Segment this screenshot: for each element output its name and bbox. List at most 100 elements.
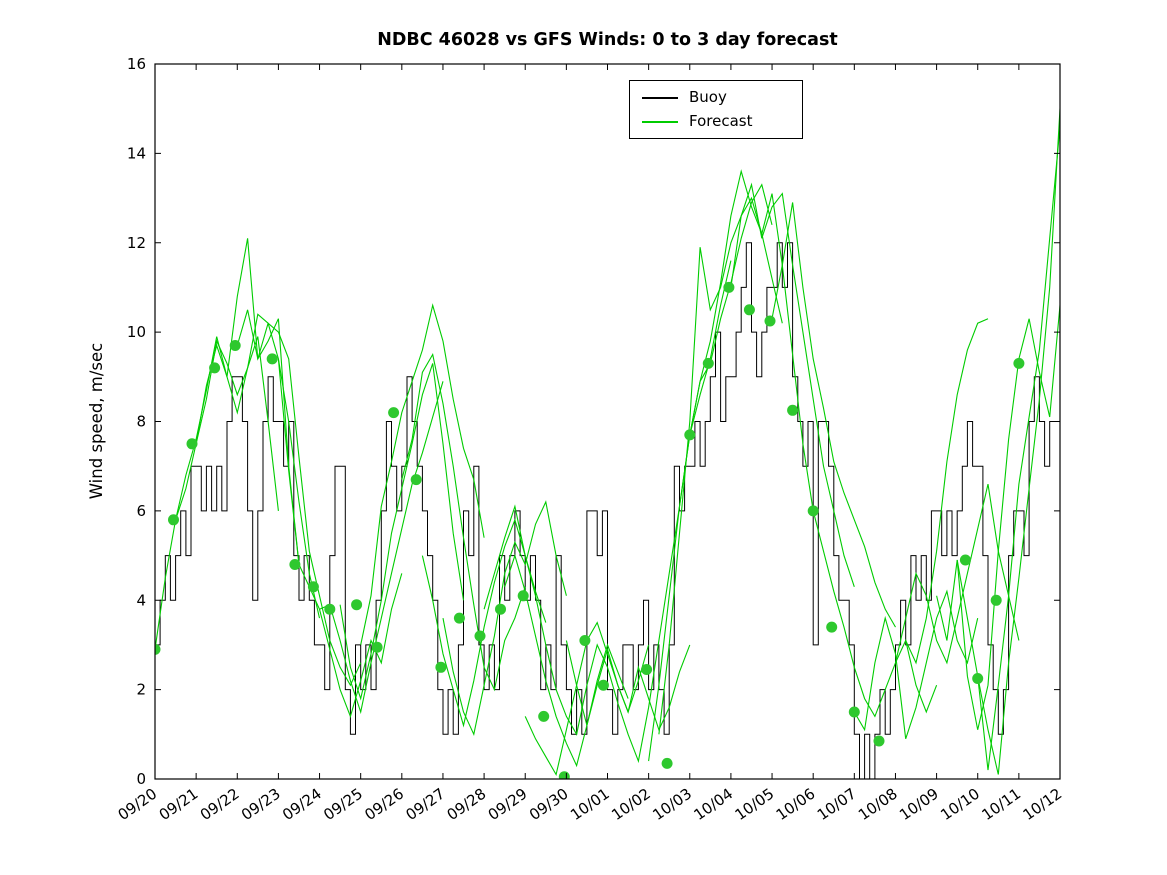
forecast-line: [936, 126, 1060, 771]
x-tick-label: 10/08: [855, 785, 901, 825]
forecast-line: [236, 309, 362, 687]
forecast-marker: [155, 643, 161, 655]
buoy-line-sample: [642, 96, 678, 99]
forecast-marker: [351, 599, 363, 611]
x-tick-label: 10/12: [1020, 785, 1066, 825]
legend-label-buoy: Buoy: [689, 88, 727, 106]
forecast-line: [648, 183, 773, 762]
y-tick-label: 12: [127, 234, 146, 252]
forecast-marker: [787, 404, 799, 416]
forecast-marker: [474, 630, 486, 642]
y-tick-label: 0: [136, 770, 146, 788]
plot-series: [155, 108, 1060, 779]
forecast-marker: [558, 771, 570, 779]
x-tick-label: 09/20: [115, 785, 161, 825]
x-tick-label: 09/22: [197, 785, 243, 825]
forecast-line: [442, 500, 567, 737]
forecast-marker: [764, 315, 776, 327]
x-tick-label: 10/06: [773, 785, 819, 825]
forecast-line: [905, 318, 989, 665]
x-tick-label: 10/02: [608, 785, 654, 825]
forecast-line: [339, 363, 465, 701]
x-tick-label: 10/04: [690, 785, 736, 825]
legend: Buoy Forecast: [629, 80, 803, 139]
forecast-line: [771, 202, 896, 628]
forecast-marker: [1013, 357, 1025, 369]
forecast-line: [421, 518, 547, 728]
x-tick-label: 09/23: [238, 785, 284, 825]
forecast-marker: [538, 710, 550, 722]
forecast-marker: [723, 281, 735, 293]
forecast-line: [977, 108, 1060, 775]
y-tick-label: 8: [136, 413, 146, 431]
legend-entry-buoy: Buoy: [642, 90, 784, 105]
x-tick-label: 10/10: [937, 785, 983, 825]
y-tick-label: 6: [136, 502, 146, 520]
forecast-line: [956, 299, 1060, 730]
x-tick-label: 10/07: [814, 785, 860, 825]
forecast-line: [195, 313, 321, 619]
forecast-marker: [229, 340, 241, 351]
forecast-marker: [597, 679, 609, 691]
x-tick-label: 09/28: [444, 785, 490, 825]
forecast-marker: [579, 635, 591, 646]
forecast-marker: [826, 621, 838, 633]
forecast-line: [689, 169, 814, 511]
forecast-line: [401, 352, 526, 692]
forecast-marker: [186, 438, 198, 450]
forecast-line: [853, 589, 979, 739]
forecast-marker: [495, 603, 506, 615]
forecast-line: [360, 303, 485, 646]
forecast-marker: [684, 429, 696, 441]
forecast-marker: [388, 407, 400, 419]
forecast-line: [812, 510, 938, 718]
x-tick-label: 10/11: [978, 785, 1024, 825]
x-tick-label: 09/27: [403, 785, 449, 825]
forecast-marker: [435, 661, 447, 673]
y-tick-label: 16: [127, 55, 146, 73]
y-tick-label: 4: [136, 591, 146, 609]
forecast-line: [277, 358, 403, 719]
legend-label-forecast: Forecast: [689, 112, 753, 130]
forecast-marker: [209, 362, 221, 374]
chart-title: NDBC 46028 vs GFS Winds: 0 to 3 day fore…: [377, 30, 838, 50]
forecast-marker: [641, 664, 653, 675]
forecast-marker: [307, 581, 319, 593]
forecast-marker: [972, 673, 984, 684]
x-tick-label: 10/05: [732, 785, 778, 825]
y-tick-label: 10: [127, 323, 146, 341]
forecast-marker: [743, 304, 755, 316]
forecast-marker: [990, 594, 1002, 606]
forecast-line: [175, 238, 300, 565]
x-tick-label: 09/24: [279, 785, 325, 825]
forecast-marker: [661, 757, 673, 769]
y-tick-label: 14: [127, 144, 146, 162]
forecast-marker: [848, 706, 860, 718]
forecast-line: [483, 504, 608, 736]
x-tick-label: 09/25: [320, 785, 366, 825]
forecast-marker: [453, 612, 465, 624]
x-tick-label: 10/09: [896, 785, 942, 825]
forecast-marker: [702, 357, 714, 369]
x-tick-label: 09/29: [485, 785, 531, 825]
x-tick-label: 10/03: [649, 785, 695, 825]
forecast-line: [319, 381, 444, 715]
forecast-marker: [289, 559, 301, 570]
forecast-marker: [324, 603, 336, 615]
forecast-marker: [873, 735, 885, 747]
forecast-marker: [266, 353, 278, 365]
forecast-marker: [168, 514, 179, 526]
forecast-marker: [959, 554, 971, 566]
y-tick-label: 2: [136, 681, 146, 699]
forecast-line: [565, 640, 691, 732]
forecast-line: [730, 182, 855, 587]
forecast-marker: [371, 641, 383, 653]
buoy-line: [155, 242, 1060, 779]
forecast-marker: [410, 474, 422, 486]
x-tick-label: 09/21: [156, 785, 202, 825]
x-tick-label: 09/26: [361, 785, 407, 825]
x-tick-label: 10/01: [567, 785, 613, 825]
forecast-marker: [517, 590, 529, 602]
